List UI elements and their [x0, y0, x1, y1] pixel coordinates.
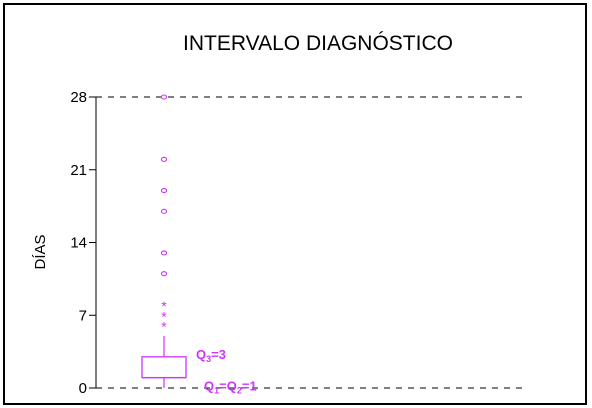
annotation-layer: Q3=3 Q1=Q2=1 [196, 347, 257, 396]
chart-frame [3, 3, 587, 405]
interquartile-box [141, 356, 187, 379]
y-tick-label: 14 [70, 235, 87, 252]
chart-title: INTERVALO DIAGNÓSTICO [183, 32, 453, 55]
outlier-point [160, 208, 168, 214]
y-tick-label: 28 [70, 89, 87, 106]
y-tick-label: 21 [70, 162, 87, 179]
y-tick-label: 0 [79, 380, 87, 397]
q3-annotation: Q3=3 [196, 347, 226, 364]
extreme-outlier-point: * [161, 298, 167, 314]
outlier-point [160, 250, 168, 256]
outlier-point [160, 271, 168, 277]
outlier-point [160, 187, 168, 194]
q1-q2-annotation: Q1=Q2=1 [204, 379, 257, 396]
y-axis-label: DÍAS [32, 234, 49, 269]
outlier-point [160, 156, 168, 162]
outlier-point [160, 94, 168, 100]
y-tick-label: 7 [79, 307, 87, 324]
box-layer [141, 336, 187, 388]
extreme-outlier-point: * [161, 319, 167, 335]
y-axis: 0 7 14 21 28 [70, 89, 522, 397]
outlier-layer: *** [160, 94, 168, 335]
extreme-outlier-point: * [161, 308, 167, 324]
